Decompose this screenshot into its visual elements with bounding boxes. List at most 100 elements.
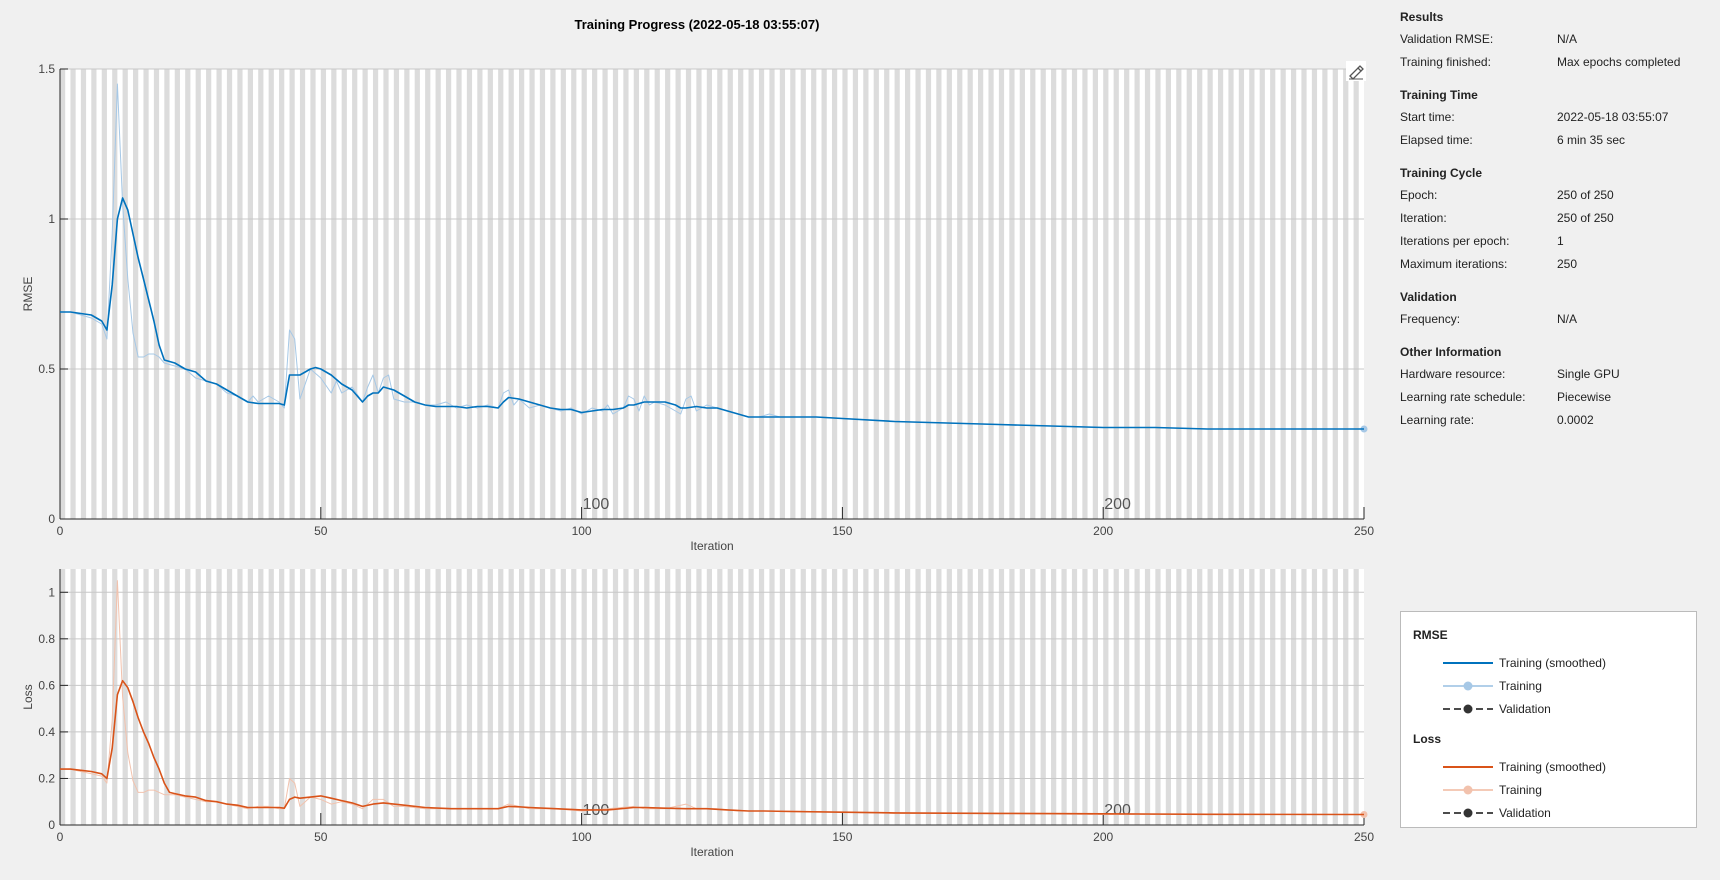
legend-entry[interactable]: Training (smoothed): [1413, 755, 1606, 778]
epoch-band: [352, 69, 358, 519]
epoch-band: [904, 569, 911, 825]
epoch-band: [1228, 69, 1234, 519]
legend-swatch: [1443, 785, 1493, 794]
legend-swatch: [1443, 704, 1493, 713]
training-progress-plots: Training Progress (2022-05-18 03:55:07) …: [21, 17, 1374, 859]
epoch-band: [247, 69, 253, 519]
epoch-band: [550, 569, 556, 825]
epoch-band: [1165, 69, 1172, 519]
epoch-band: [320, 569, 327, 825]
legend-entry[interactable]: Training: [1413, 674, 1606, 697]
legend-swatch: [1443, 661, 1493, 664]
info-value: 0.0002: [1557, 413, 1594, 427]
legend-entry[interactable]: Validation: [1413, 801, 1606, 824]
epoch-band: [821, 69, 827, 519]
legend-group-heading: Loss: [1413, 732, 1442, 746]
plot-legend: RMSE Training (smoothed) Training Validatio…: [1400, 611, 1697, 828]
epoch-band: [143, 69, 149, 519]
epoch-band: [258, 569, 264, 825]
epoch-label: 200: [1104, 496, 1131, 513]
epoch-band: [592, 569, 598, 825]
epoch-band: [1082, 69, 1088, 519]
epoch-band: [1343, 569, 1349, 825]
epoch-band: [112, 69, 118, 519]
epoch-band: [153, 69, 160, 519]
info-label: Learning rate schedule:: [1400, 390, 1526, 404]
epoch-band: [445, 569, 452, 825]
epoch-band: [425, 569, 431, 825]
epoch-band: [1030, 69, 1036, 519]
epoch-band: [665, 69, 671, 519]
epoch-band: [1019, 569, 1025, 825]
info-value: N/A: [1557, 312, 1578, 326]
epoch-band: [414, 569, 420, 825]
epoch-band: [675, 69, 681, 519]
legend-entry[interactable]: Training (smoothed): [1413, 651, 1606, 674]
epoch-band: [206, 569, 212, 825]
epoch-band: [477, 569, 483, 825]
epoch-band: [539, 569, 546, 825]
x-tick-label: 200: [1093, 830, 1113, 844]
epoch-band: [1353, 69, 1359, 519]
epoch-band: [1155, 569, 1161, 825]
legend-entry[interactable]: Validation: [1413, 697, 1606, 720]
brush-icon[interactable]: [1346, 61, 1366, 81]
x-tick-label: 100: [572, 524, 592, 538]
epoch-band: [706, 569, 712, 825]
epoch-band: [978, 69, 984, 519]
epoch-band: [352, 569, 358, 825]
epoch-band: [1155, 69, 1161, 519]
epoch-band: [498, 569, 504, 825]
epoch-band: [1301, 569, 1307, 825]
epoch-band: [195, 69, 201, 519]
epoch-band: [237, 69, 243, 519]
x-tick-label: 0: [57, 524, 64, 538]
epoch-band: [320, 69, 327, 519]
epoch-band: [101, 69, 107, 519]
epoch-band: [216, 569, 222, 825]
y-tick-label: 1: [48, 212, 55, 226]
epoch-band: [164, 569, 170, 825]
info-label: Validation RMSE:: [1400, 32, 1494, 46]
epoch-band: [1238, 569, 1245, 825]
y-tick-label: 0.5: [38, 362, 55, 376]
info-label: Iterations per epoch:: [1400, 234, 1510, 248]
x-tick-label: 50: [314, 524, 328, 538]
epoch-band: [790, 569, 796, 825]
epoch-band: [925, 569, 932, 825]
epoch-band: [91, 69, 97, 519]
epoch-band: [539, 69, 546, 519]
rmse-plot: 0 0.5 1 1.5 0 50 100 150 200 250 100 200 Iteration RM…: [21, 62, 1374, 553]
info-value: N/A: [1557, 32, 1578, 46]
epoch-band: [1332, 569, 1338, 825]
epoch-band: [779, 569, 786, 825]
epoch-band: [842, 69, 848, 519]
epoch-band: [571, 69, 577, 519]
epoch-band: [1144, 69, 1151, 519]
info-value: Piecewise: [1557, 390, 1612, 404]
epoch-band: [925, 69, 932, 519]
epoch-band: [1249, 569, 1255, 825]
epoch-band: [310, 69, 316, 519]
epoch-band: [122, 569, 128, 825]
epoch-band: [1217, 569, 1224, 825]
epoch-band: [936, 69, 942, 519]
epoch-band: [185, 69, 191, 519]
epoch-band: [873, 569, 879, 825]
epoch-band: [769, 569, 775, 825]
epoch-band: [310, 569, 316, 825]
epoch-band: [863, 69, 869, 519]
epoch-band: [289, 569, 295, 825]
legend-entry[interactable]: Training: [1413, 778, 1606, 801]
info-section-heading: Results: [1400, 10, 1444, 24]
info-row: Epoch: 250 of 250: [1400, 188, 1710, 211]
epoch-band: [404, 569, 410, 825]
info-row: Elapsed time: 6 min 35 sec: [1400, 133, 1710, 156]
epoch-band: [1311, 569, 1318, 825]
epoch-band: [1113, 569, 1119, 825]
epoch-band: [1332, 69, 1338, 519]
info-label: Maximum iterations:: [1400, 257, 1508, 271]
epoch-band: [560, 569, 566, 825]
epoch-band: [1259, 69, 1265, 519]
